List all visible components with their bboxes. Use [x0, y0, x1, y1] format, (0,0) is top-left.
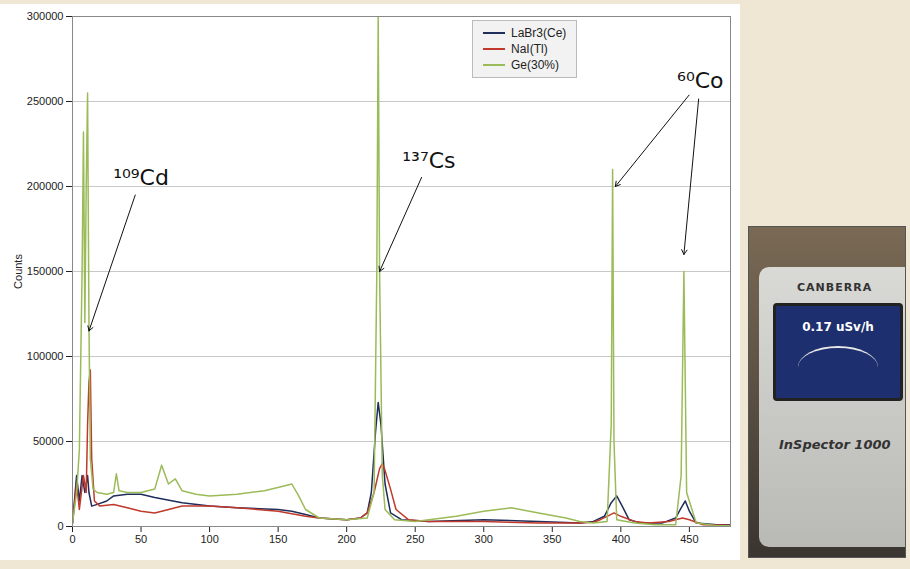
html-text:NaI(Tl): NaI(Tl) [511, 42, 548, 56]
svg-text:200: 200 [337, 533, 355, 545]
svg-text:150: 150 [269, 533, 287, 545]
svg-text:450: 450 [680, 533, 698, 545]
html-text:LaBr3(Ce): LaBr3(Ce) [511, 26, 567, 40]
svg-text:0: 0 [57, 520, 63, 532]
svg-text:¹⁰⁹Cd: ¹⁰⁹Cd [113, 165, 169, 190]
svg-text:150000: 150000 [27, 265, 64, 277]
svg-text:350: 350 [543, 533, 561, 545]
svg-text:250: 250 [406, 533, 424, 545]
html-text:Ge(30%): Ge(30%) [511, 58, 559, 72]
svg-text:100: 100 [200, 533, 218, 545]
svg-text:50000: 50000 [33, 435, 64, 447]
svg-text:400: 400 [612, 533, 630, 545]
svg-text:¹³⁷Cs: ¹³⁷Cs [402, 148, 455, 173]
svg-text:⁶⁰Co: ⁶⁰Co [677, 68, 723, 93]
html-text:0.17 uSv/h: 0.17 uSv/h [802, 320, 874, 334]
html-text:CANBERRA: CANBERRA [797, 281, 873, 294]
html-text:InSpector 1000: InSpector 1000 [779, 437, 891, 452]
svg-text:50: 50 [135, 533, 147, 545]
svg-text:300: 300 [475, 533, 493, 545]
svg-text:300000: 300000 [27, 10, 64, 22]
svg-text:250000: 250000 [27, 95, 64, 107]
svg-text:Counts: Counts [12, 254, 24, 289]
svg-text:100000: 100000 [27, 350, 64, 362]
svg-text:200000: 200000 [27, 180, 64, 192]
svg-text:0: 0 [69, 533, 75, 545]
